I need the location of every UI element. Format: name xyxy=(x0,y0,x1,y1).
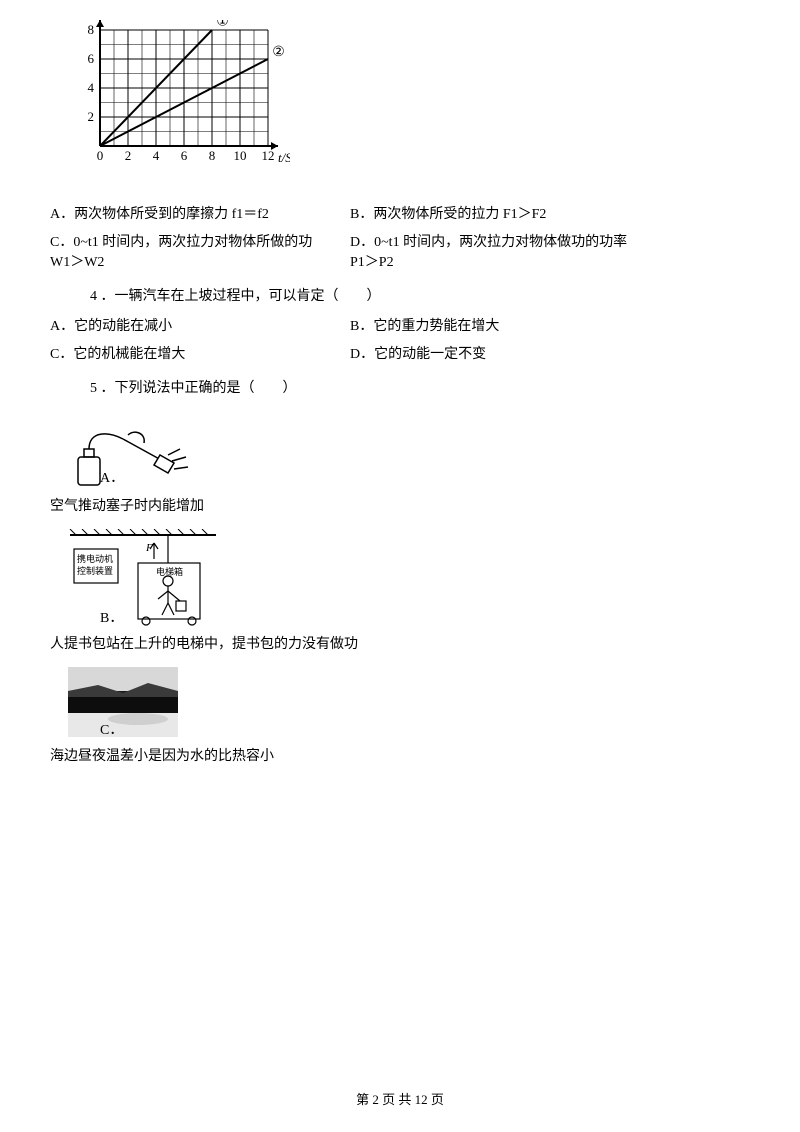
q5-B-caption: 人提书包站在上升的电梯中，提书包的力没有做功 xyxy=(50,633,750,653)
q3-option-C: C．0~t1 时间内，两次拉力对物体所做的功 W1＞W2 xyxy=(50,231,350,271)
svg-text:①: ① xyxy=(216,20,229,30)
q3-C-line2: W1＞W2 xyxy=(50,251,350,271)
svg-text:12: 12 xyxy=(262,148,275,163)
q4-option-D: D．它的动能一定不变 xyxy=(350,343,750,363)
q4-row1: A．它的动能在减小 B．它的重力势能在增大 xyxy=(50,315,750,335)
q3-option-D: D．0~t1 时间内，两次拉力对物体做功的功率 P1＞P2 xyxy=(350,231,750,271)
svg-text:2: 2 xyxy=(88,109,95,124)
svg-text:6: 6 xyxy=(181,148,188,163)
q3-chart: 0 2 4 6 8 10 12 2 4 6 8 t/S S/m ① ② xyxy=(70,20,750,185)
q4-stem: 4 ．一辆汽车在上坡过程中，可以肯定（ ） xyxy=(90,285,750,305)
svg-text:4: 4 xyxy=(153,148,160,163)
q4-option-C: C．它的机械能在增大 xyxy=(50,343,350,363)
svg-text:②: ② xyxy=(272,45,285,60)
q4-option-A: A．它的动能在减小 xyxy=(50,315,350,335)
svg-text:10: 10 xyxy=(234,148,247,163)
q5-C-caption: 海边昼夜温差小是因为水的比热容小 xyxy=(50,745,750,765)
F-label: F xyxy=(145,542,153,554)
q5-A-prefix: A． xyxy=(100,467,124,487)
q4-option-B: B．它的重力势能在增大 xyxy=(350,315,750,335)
q5-A-image xyxy=(68,411,198,491)
q5-A-caption: 空气推动塞子时内能增加 xyxy=(50,495,750,515)
svg-text:t/S: t/S xyxy=(278,150,290,165)
q5-B-prefix: B． xyxy=(100,607,123,627)
q5-B-image: 携电动机 控制装置 F 电梯箱 xyxy=(68,529,218,629)
q3-D-line2: P1＞P2 xyxy=(350,251,750,271)
elevator-label: 电梯箱 xyxy=(156,566,183,577)
q3-option-B: B．两次物体所受的拉力 F1＞F2 xyxy=(350,203,750,223)
q3-D-line1: D．0~t1 时间内，两次拉力对物体做功的功率 xyxy=(350,231,750,251)
svg-text:6: 6 xyxy=(88,51,95,66)
q4-row2: C．它的机械能在增大 D．它的动能一定不变 xyxy=(50,343,750,363)
q5-C-prefix: C． xyxy=(100,719,123,739)
svg-text:2: 2 xyxy=(125,148,132,163)
line-chart-svg: 0 2 4 6 8 10 12 2 4 6 8 t/S S/m ① ② xyxy=(70,20,290,180)
q3-option-A: A．两次物体所受到的摩擦力 f1＝f2 xyxy=(50,203,350,223)
motor-label2: 控制装置 xyxy=(77,565,113,576)
q3-options-row1: A．两次物体所受到的摩擦力 f1＝f2 B．两次物体所受的拉力 F1＞F2 xyxy=(50,203,750,223)
svg-text:S/m: S/m xyxy=(104,20,124,21)
svg-text:8: 8 xyxy=(88,22,95,37)
svg-text:0: 0 xyxy=(97,148,104,163)
motor-label1: 携电动机 xyxy=(77,553,113,564)
svg-text:8: 8 xyxy=(209,148,216,163)
svg-text:4: 4 xyxy=(88,80,95,95)
q3-C-line1: C．0~t1 时间内，两次拉力对物体所做的功 xyxy=(50,231,350,251)
q3-options-row2: C．0~t1 时间内，两次拉力对物体所做的功 W1＞W2 D．0~t1 时间内，… xyxy=(50,231,750,271)
q5-stem: 5 ．下列说法中正确的是（ ） xyxy=(90,377,750,397)
page-footer: 第 2 页 共 12 页 xyxy=(0,1089,800,1108)
